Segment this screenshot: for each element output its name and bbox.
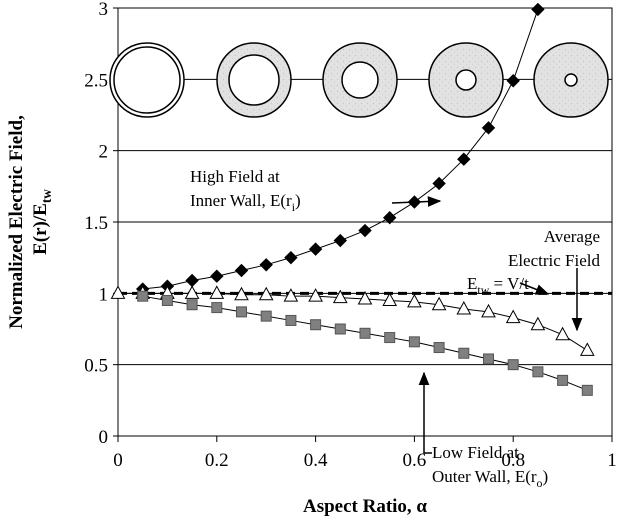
square-marker <box>557 374 569 386</box>
y-tick-label: 1.5 <box>84 213 108 234</box>
subscript: i <box>292 200 296 214</box>
diamond-marker <box>308 242 323 256</box>
square-marker <box>359 327 371 339</box>
square-marker <box>236 306 247 318</box>
annotation: Electric Field <box>508 251 601 270</box>
x-axis-label: Aspect Ratio, α <box>303 496 427 517</box>
diamond-marker <box>358 223 372 238</box>
plot-area <box>110 2 613 442</box>
text-run: Normalized Electric Field, <box>6 115 27 329</box>
y-tick-label: 3 <box>99 0 109 20</box>
triangle-marker <box>481 303 496 318</box>
square-marker <box>310 319 322 331</box>
diamond-marker <box>284 250 298 265</box>
triangle-marker <box>209 285 225 299</box>
square-marker <box>260 310 272 322</box>
square-marker <box>408 336 420 348</box>
y-tick-label: 1 <box>99 284 109 305</box>
subscript: tw <box>477 283 489 297</box>
diamond-marker <box>210 269 224 283</box>
text-run: Electric Field <box>508 251 601 270</box>
x-tick-label: 0.8 <box>501 450 525 471</box>
annotation: Etw = V/t <box>467 274 529 297</box>
annotation: Average <box>544 227 600 246</box>
square-marker <box>186 299 198 311</box>
text-run: = V/t <box>489 274 529 293</box>
x-tick-label: 0 <box>113 450 123 471</box>
triangle-marker <box>332 289 348 304</box>
annotation: Low Field at <box>432 443 519 462</box>
text-run: Low Field at <box>432 443 519 462</box>
diamond-marker <box>506 74 520 88</box>
diamond-marker <box>234 263 249 278</box>
cross-sections <box>109 42 609 118</box>
text-run: ) <box>295 191 301 210</box>
square-marker <box>137 290 149 302</box>
y-axis-label: Normalized Electric Field, <box>6 115 27 329</box>
x-tick-label: 0.4 <box>304 450 328 471</box>
square-marker <box>458 347 470 359</box>
text-run: E(r)/E <box>30 203 51 255</box>
plot-border <box>117 7 613 437</box>
annotation: High Field at <box>190 167 280 186</box>
text-run: Inner Wall, E(r <box>190 191 292 210</box>
y-tick-label: 2 <box>99 142 109 163</box>
square-marker <box>285 314 297 326</box>
square-marker <box>532 366 544 378</box>
triangle-marker <box>407 293 422 308</box>
triangle-marker <box>308 288 323 302</box>
square-marker <box>161 294 173 306</box>
square-marker <box>581 384 593 396</box>
diamond-marker <box>531 2 545 17</box>
x-tick-label: 1 <box>607 450 617 471</box>
triangle-marker <box>382 292 398 306</box>
text-run: E <box>467 274 477 293</box>
series-line <box>142 295 588 391</box>
y-tick-label: 0.5 <box>84 356 108 377</box>
diamond-marker <box>333 233 348 248</box>
triangle-marker <box>431 296 447 311</box>
annotation: Inner Wall, E(ri) <box>190 191 301 214</box>
diamond-marker <box>457 152 471 166</box>
square-marker <box>384 332 396 344</box>
triangle-marker <box>456 300 472 315</box>
triangle-marker <box>234 286 249 301</box>
subscript: o <box>537 476 543 490</box>
square-marker <box>433 342 445 354</box>
y-axis-label: E(r)/Etw <box>30 189 54 255</box>
x-tick-label: 0.2 <box>205 450 229 471</box>
triangle-marker <box>258 286 274 301</box>
text-run: Aspect Ratio, α <box>303 496 427 517</box>
diamond-marker <box>259 258 273 272</box>
triangle-marker <box>579 342 595 356</box>
diamond-marker <box>481 121 496 135</box>
text-run: High Field at <box>190 167 280 186</box>
square-marker <box>507 359 519 371</box>
triangle-marker <box>505 309 521 324</box>
triangle-marker <box>555 326 570 341</box>
y-tick-label: 0 <box>99 427 109 448</box>
subscript: tw <box>39 189 54 203</box>
annotation-arrows <box>391 196 583 454</box>
triangle-marker <box>110 285 126 299</box>
annotation: Outer Wall, E(ro) <box>432 467 548 490</box>
x-tick-label: 0.6 <box>403 450 427 471</box>
diamond-marker <box>432 176 446 191</box>
square-marker <box>334 323 346 335</box>
triangle-marker <box>283 288 299 302</box>
square-marker <box>483 353 494 365</box>
y-tick-label: 2.5 <box>84 70 108 91</box>
triangle-marker <box>184 285 200 299</box>
text-run: Average <box>544 227 600 246</box>
text-run: Outer Wall, E(r <box>432 467 537 486</box>
triangle-marker <box>357 290 373 305</box>
diamond-marker <box>185 273 199 288</box>
diamond-marker <box>382 211 397 225</box>
text-run: ) <box>543 467 549 486</box>
square-marker <box>211 302 223 314</box>
triangle-marker <box>530 316 546 331</box>
